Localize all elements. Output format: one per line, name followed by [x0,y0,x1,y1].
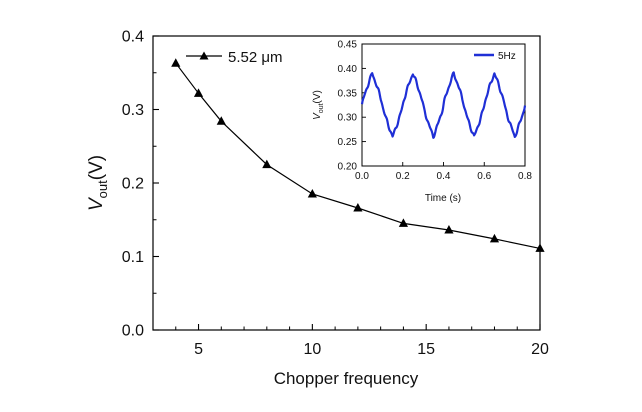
main-y-label-sub: out [95,180,110,198]
inset-y-tick-label: 0.45 [338,40,358,51]
main-y-tick-label: 0.4 [122,29,144,46]
inset-x-axis: 0.0 0.2 0.4 0.6 0.8 [355,162,532,182]
inset-y-tick-label: 0.35 [338,88,358,99]
data-point-marker [489,233,500,243]
inset-legend: 5Hz [474,51,516,62]
main-plot: 0.0 0.1 0.2 0.3 0.4 5 10 15 20 5.52 μm Chopper … [86,29,549,389]
main-y-label: Vout(V) [86,155,110,211]
inset-y-tick-label: 0.25 [338,137,358,148]
main-series-line [175,62,541,249]
inset-x-tick-label: 0.2 [396,171,410,182]
main-x-tick-label: 15 [417,341,435,358]
main-x-tick-label: 10 [303,341,321,358]
inset-x-tick-label: 0.8 [518,171,532,182]
main-y-tick-label: 0.2 [122,176,144,193]
inset-y-tick-label: 0.40 [338,64,358,75]
main-x-tick-label: 20 [531,341,549,358]
data-point-marker [307,189,317,198]
inset-x-label: Time (s) [425,193,461,204]
main-series-markers [171,58,545,252]
main-y-tick-label: 0.0 [122,323,144,340]
inset-series-line [360,71,527,139]
main-y-axis: 0.0 0.1 0.2 0.3 0.4 [122,29,159,340]
main-y-tick-label: 0.1 [122,249,144,266]
data-point-marker [216,116,226,125]
legend-label: 5.52 μm [228,49,283,66]
inset-x-tick-label: 0.0 [355,171,369,182]
main-y-label-unit: (V) [86,155,107,180]
data-point-marker [262,159,272,169]
inset-y-tick-label: 0.30 [338,113,358,124]
inset-y-label-sub: out [318,103,325,113]
main-y-tick-label: 0.3 [122,102,144,119]
data-point-marker [444,225,454,234]
main-x-label: Chopper frequency [274,369,419,388]
inset-y-label-unit: (V) [312,90,323,103]
main-x-tick-label: 5 [194,341,203,358]
data-point-marker [353,202,363,212]
inset-x-tick-label: 0.4 [437,171,451,182]
inset-plot: 0.20 0.25 0.30 0.35 0.40 0.45 0.0 0.2 0.4 0.6 0.8… [312,40,532,205]
main-y-label-main: V [86,196,107,211]
inset-x-tick-label: 0.6 [477,171,491,182]
main-x-axis: 5 10 15 20 [152,324,549,358]
legend-marker [199,51,209,60]
inset-y-label: Vout(V) [312,90,325,120]
inset-y-label-main: V [312,112,323,120]
data-point-marker [398,218,409,227]
data-point-marker [193,88,204,97]
inset-legend-label: 5Hz [498,51,516,62]
main-legend: 5.52 μm [186,49,283,66]
inset-y-tick-label: 0.20 [338,162,358,173]
data-point-marker [171,58,181,67]
data-point-marker [535,243,545,252]
